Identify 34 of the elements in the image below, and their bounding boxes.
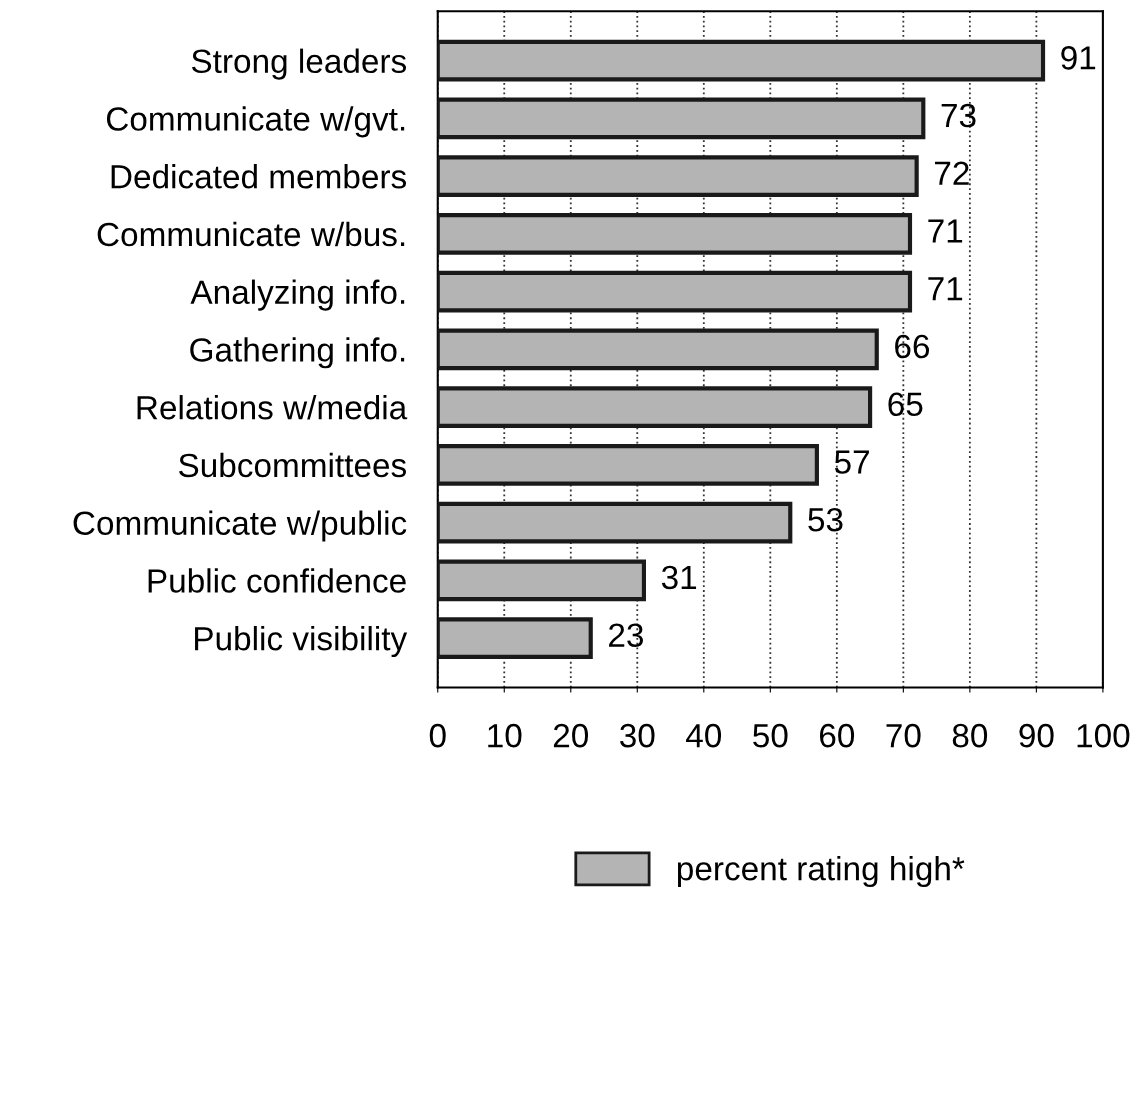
x-tick-label: 60 — [819, 723, 855, 748]
data-label: 72 — [935, 161, 969, 185]
data-label: 73 — [941, 103, 976, 128]
x-tick-label: 80 — [952, 723, 988, 748]
x-tick-label: 100 — [1077, 723, 1130, 748]
data-label: 65 — [888, 392, 923, 417]
y-tick-label: Communicate w/bus. — [97, 221, 405, 247]
x-tick-label: 70 — [886, 723, 921, 748]
y-tick-label: Communicate w/public — [73, 510, 407, 542]
y-tick-label: Relations w/media — [137, 395, 408, 420]
x-tick-label: 0 — [429, 723, 446, 748]
y-tick-label: Analyzing info. — [190, 279, 405, 311]
y-tick-label: Subcommittees — [179, 452, 406, 478]
y-tick-label: Communicate w/gvt. — [106, 106, 405, 138]
data-label: 57 — [834, 450, 869, 474]
data-label: 71 — [928, 277, 963, 301]
data-label: 71 — [928, 219, 963, 243]
x-tick-label: 90 — [1019, 723, 1054, 748]
x-tick-label: 30 — [620, 723, 655, 748]
data-label: 53 — [808, 507, 843, 532]
y-tick-label: Public confidence — [148, 568, 406, 593]
x-tick-label: 10 — [488, 723, 522, 748]
data-label: 91 — [1061, 46, 1096, 70]
y-tick-label: Gathering info. — [190, 337, 405, 369]
data-label: 66 — [895, 334, 930, 359]
y-tick-label: Strong leaders — [191, 48, 406, 80]
y-tick-label: Public visibility — [195, 625, 408, 658]
data-label: 31 — [661, 565, 697, 590]
y-tick-label: Dedicated members — [111, 164, 407, 189]
x-tick-label: 20 — [553, 723, 589, 748]
data-label: 23 — [609, 623, 644, 648]
x-tick-label: 40 — [686, 723, 722, 748]
x-tick-label: 50 — [753, 723, 788, 748]
legend-label: percent rating high* — [677, 856, 965, 888]
